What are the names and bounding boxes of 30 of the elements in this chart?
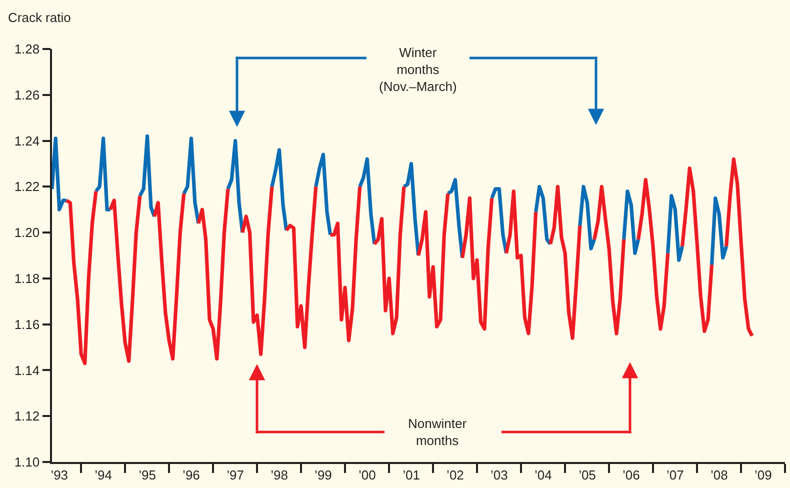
annotation: Winter months (Nov.–March) xyxy=(379,45,457,94)
x-tick-label: ’00 xyxy=(358,467,376,482)
x-tick-label: ’99 xyxy=(314,467,332,482)
x-tick-label: ’95 xyxy=(138,467,156,482)
x-tick-label: ’09 xyxy=(754,467,772,482)
x-tick-label: ’97 xyxy=(226,467,244,482)
y-tick-label: 1.20 xyxy=(14,225,40,240)
y-tick-label: 1.16 xyxy=(14,316,40,332)
x-tick-label: ’08 xyxy=(710,467,728,482)
x-tick-label: ’01 xyxy=(402,467,420,482)
x-tick-label: ’02 xyxy=(446,467,464,482)
x-tick-label: ’06 xyxy=(622,467,640,482)
x-tick-label: ’03 xyxy=(490,467,508,482)
x-tick-label: ’05 xyxy=(578,467,596,482)
y-axis-title: Crack ratio xyxy=(8,10,71,25)
annotation: Nonwinter months xyxy=(408,416,468,448)
y-tick-label: 1.24 xyxy=(14,133,40,148)
x-tick-label: ’07 xyxy=(666,467,684,482)
x-tick-label: ’04 xyxy=(534,467,552,482)
y-tick-label: 1.22 xyxy=(14,179,40,194)
y-tick-label: 1.18 xyxy=(14,270,40,286)
y-tick-label: 1.14 xyxy=(14,362,40,378)
x-tick-label: ’96 xyxy=(182,467,200,482)
y-tick-label: 1.10 xyxy=(14,454,40,470)
y-tick-label: 1.26 xyxy=(14,87,40,102)
x-tick-label: ’93 xyxy=(50,467,68,482)
x-tick-label: ’98 xyxy=(270,467,288,482)
x-tick-label: ’94 xyxy=(94,467,112,482)
y-tick-label: 1.12 xyxy=(14,408,40,424)
y-tick-label: 1.28 xyxy=(14,42,40,57)
